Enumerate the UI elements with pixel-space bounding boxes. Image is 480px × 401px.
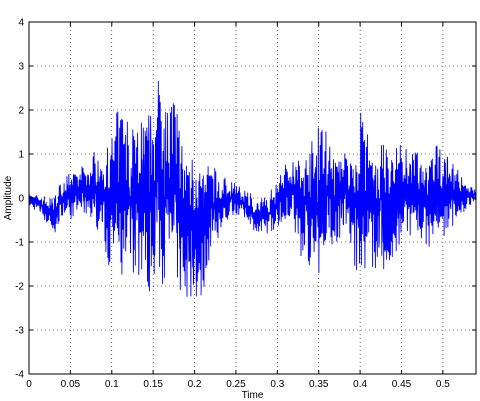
x-tick-label: 0.35	[309, 379, 329, 390]
y-tick-label: 2	[18, 106, 24, 117]
x-tick-label: 0.2	[188, 379, 202, 390]
x-tick-label: 0.05	[61, 379, 81, 390]
x-tick-label: 0.5	[436, 379, 450, 390]
x-axis-label: Time	[242, 390, 264, 401]
x-tick-label: 0.25	[226, 379, 246, 390]
y-tick-label: 0	[18, 194, 24, 205]
y-tick-label: 1	[18, 150, 24, 161]
signal-line	[28, 80, 477, 297]
y-tick-label: 4	[18, 18, 24, 29]
y-tick-label: -2	[15, 282, 24, 293]
x-tick-label: 0.15	[143, 379, 163, 390]
x-tick-label: 0	[26, 379, 32, 390]
x-tick-label: 0.45	[392, 379, 412, 390]
y-axis-label: Amplitude	[3, 175, 14, 220]
x-tick-label: 0.4	[353, 379, 367, 390]
y-tick-label: 3	[18, 62, 24, 73]
x-tick-label: 0.1	[105, 379, 119, 390]
x-tick-label: 0.3	[270, 379, 284, 390]
y-tick-label: -3	[15, 326, 24, 337]
y-tick-label: -1	[15, 238, 24, 249]
signal-layer	[28, 80, 477, 297]
tick-layer: 0 0.05 0.1 0.15 0.2 0.25 0.3 0.35 0.4 0.45 0.5 -4 -3…	[15, 18, 476, 390]
y-tick-label: -4	[15, 370, 24, 381]
